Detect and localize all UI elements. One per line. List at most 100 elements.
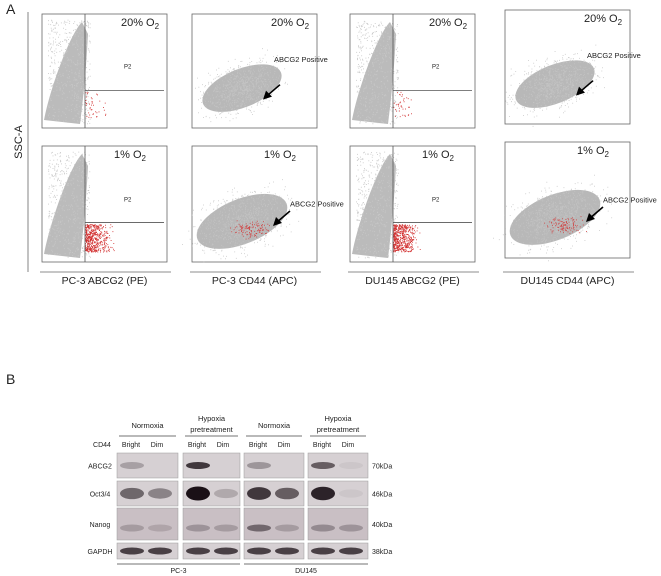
arrow-head	[273, 216, 282, 226]
arrow-head	[576, 86, 585, 96]
size-label: 46kDa	[372, 492, 392, 499]
blot-band	[339, 524, 363, 532]
blot-band	[275, 487, 299, 500]
x-axis-label: DU145 ABCG2 (PE)	[365, 275, 460, 287]
fraction-label: Dim	[278, 442, 291, 449]
size-label: 38kDa	[372, 549, 392, 556]
cell-cloud	[196, 193, 288, 249]
blot-band	[275, 524, 299, 532]
blot-band	[120, 547, 144, 555]
scatter-cloud	[352, 151, 421, 259]
condition-text: 20% O	[429, 17, 463, 29]
condition-subscript: 2	[155, 22, 160, 31]
blot-band	[339, 547, 363, 555]
condition-text: 1% O	[114, 149, 142, 161]
protein-label: Oct3/4	[90, 492, 111, 499]
condition-label: 20% O2	[584, 13, 623, 27]
treatment-label: Normoxia	[131, 421, 164, 430]
scatter-cloud	[195, 48, 288, 123]
protein-label: GAPDH	[88, 549, 113, 556]
condition-subscript: 2	[450, 154, 455, 163]
treatment-label: pretreatment	[317, 425, 360, 434]
cell-speckle	[356, 151, 399, 259]
blot-band	[247, 547, 271, 555]
cell-cloud	[202, 64, 282, 112]
condition-text: 1% O	[422, 149, 450, 161]
arrow-head	[586, 212, 595, 222]
condition-text: 1% O	[577, 145, 605, 157]
cell-speckle	[195, 48, 288, 123]
treatment-label: Hypoxia	[324, 414, 352, 423]
arrow-head	[263, 90, 272, 100]
protein-label: Nanog	[90, 522, 111, 529]
condition-label: 20% O2	[429, 17, 468, 31]
scatter-cloud	[505, 44, 605, 127]
x-axis-label: DU145 CD44 (APC)	[521, 275, 615, 287]
condition-subscript: 2	[463, 22, 468, 31]
scatter-cloud	[493, 174, 613, 262]
condition-subscript: 2	[305, 22, 310, 31]
scatter-cloud	[352, 20, 412, 125]
blot-strip	[116, 507, 179, 541]
blot-band	[148, 488, 172, 499]
condition-subscript: 2	[142, 154, 147, 163]
condition-label: 20% O2	[121, 17, 160, 31]
fraction-label: Dim	[151, 442, 164, 449]
blot-strip	[307, 507, 369, 541]
x-axis-label: PC-3 CD44 (APC)	[212, 275, 297, 287]
blot-band	[247, 487, 271, 500]
condition-text: 20% O	[121, 17, 155, 29]
blot-band	[275, 547, 299, 555]
cell-line-label: DU145	[295, 568, 317, 575]
treatment-label: Normoxia	[258, 421, 291, 430]
blot-band	[120, 524, 144, 532]
blot-band	[214, 488, 238, 499]
blot-strip	[243, 452, 305, 479]
protein-label: ABCG2	[88, 464, 112, 471]
gate-line	[84, 14, 164, 128]
positive-cells	[230, 220, 270, 240]
y-axis-label: SSC-A	[13, 125, 25, 159]
gate-label: P2	[124, 65, 132, 71]
blot-strip	[307, 542, 369, 560]
blot-strip	[182, 507, 241, 541]
treatment-label: pretreatment	[190, 425, 233, 434]
fraction-label: Bright	[188, 442, 206, 449]
blot-band	[186, 462, 210, 469]
arrow-label: ABCG2 Positive	[603, 195, 657, 204]
condition-label: 1% O2	[114, 149, 147, 163]
blot-strip	[243, 542, 305, 560]
condition-subscript: 2	[605, 150, 610, 159]
condition-subscript: 2	[618, 18, 623, 27]
blot-strip	[243, 507, 305, 541]
condition-subscript: 2	[292, 154, 297, 163]
positive-cells	[544, 216, 587, 234]
panel-label: B	[6, 371, 15, 387]
fraction-label: Bright	[249, 442, 267, 449]
fraction-label: Dim	[342, 442, 355, 449]
condition-label: 1% O2	[422, 149, 455, 163]
blot-band	[120, 487, 144, 500]
treatment-label: Hypoxia	[198, 414, 226, 423]
blot-band	[339, 462, 363, 469]
blot-band	[311, 547, 335, 555]
gate-label: P2	[124, 198, 132, 204]
gated-cells	[393, 91, 412, 118]
blot-band	[214, 524, 238, 532]
gated-cells	[85, 224, 115, 253]
blot-strip	[182, 542, 241, 560]
marker-label: CD44	[93, 442, 111, 449]
gate-label: P2	[432, 198, 440, 204]
blot-strip	[116, 542, 179, 560]
condition-label: 20% O2	[271, 17, 310, 31]
blot-band	[214, 547, 238, 555]
cell-speckle	[505, 44, 605, 127]
blot-band	[148, 547, 172, 555]
cell-cloud	[509, 189, 601, 245]
fraction-label: Bright	[313, 442, 331, 449]
x-axis-label: PC-3 ABCG2 (PE)	[62, 275, 148, 287]
scatter-cloud	[44, 19, 107, 125]
blot-band	[186, 524, 210, 532]
